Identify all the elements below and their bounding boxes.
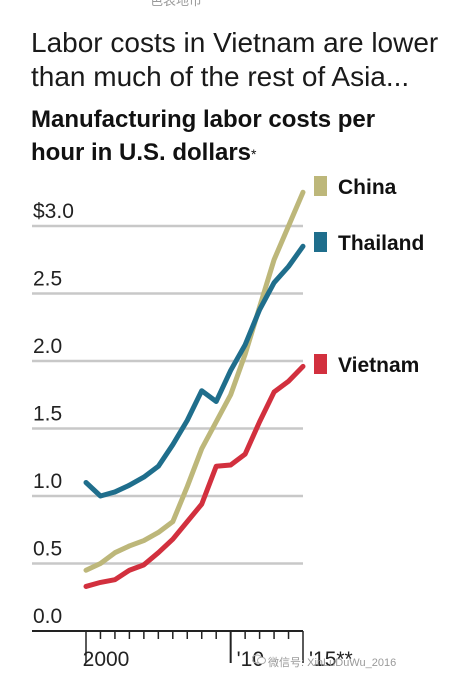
y-tick-label: 2.5 — [33, 268, 62, 291]
chart-title-marker: * — [251, 146, 257, 162]
legend-label-vietnam: Vietnam — [338, 354, 419, 377]
y-tick-label: 2.0 — [33, 335, 62, 358]
chart-title: Manufacturing labor costs per hour in U.… — [31, 103, 431, 169]
y-tick-label: 1.0 — [33, 470, 62, 493]
x-tick-label: 2000 — [83, 648, 130, 671]
y-tick-label: 1.5 — [33, 403, 62, 426]
y-tick-label: $3.0 — [33, 200, 74, 223]
gridlines — [32, 224, 303, 632]
y-tick-label: 0.0 — [33, 605, 62, 628]
legend-swatch-vietnam — [314, 354, 327, 374]
y-axis-ticks: 0.0 0.5 1.0 1.5 2.0 2.5 $3.0 — [33, 200, 74, 628]
x-axis: 2000 '10 '15** — [83, 631, 353, 671]
series-line-china — [83, 189, 306, 573]
legend-label-thailand: Thailand — [338, 232, 424, 255]
y-tick-label: 0.5 — [33, 538, 62, 561]
x-tick-label: '15** — [309, 648, 353, 671]
legend-swatch-thailand — [314, 232, 327, 252]
legend-label-china: China — [338, 176, 397, 199]
series-line-thailand — [83, 243, 306, 499]
wechat-icon — [252, 654, 266, 665]
series-line-vietnam — [83, 363, 306, 589]
legend-swatch-china — [314, 176, 327, 196]
headline: Labor costs in Vietnam are lower than mu… — [31, 27, 439, 92]
x-tick-label: '10 — [237, 648, 264, 671]
series-lines — [83, 189, 306, 589]
watermark: 微信号: XinLuDuWu_2016 — [268, 657, 397, 669]
legend: China Thailand Vietnam — [314, 176, 424, 377]
top-text-fragment: 色表地币 — [150, 0, 203, 8]
chart-title-text: Manufacturing labor costs per hour in U.… — [31, 106, 376, 166]
